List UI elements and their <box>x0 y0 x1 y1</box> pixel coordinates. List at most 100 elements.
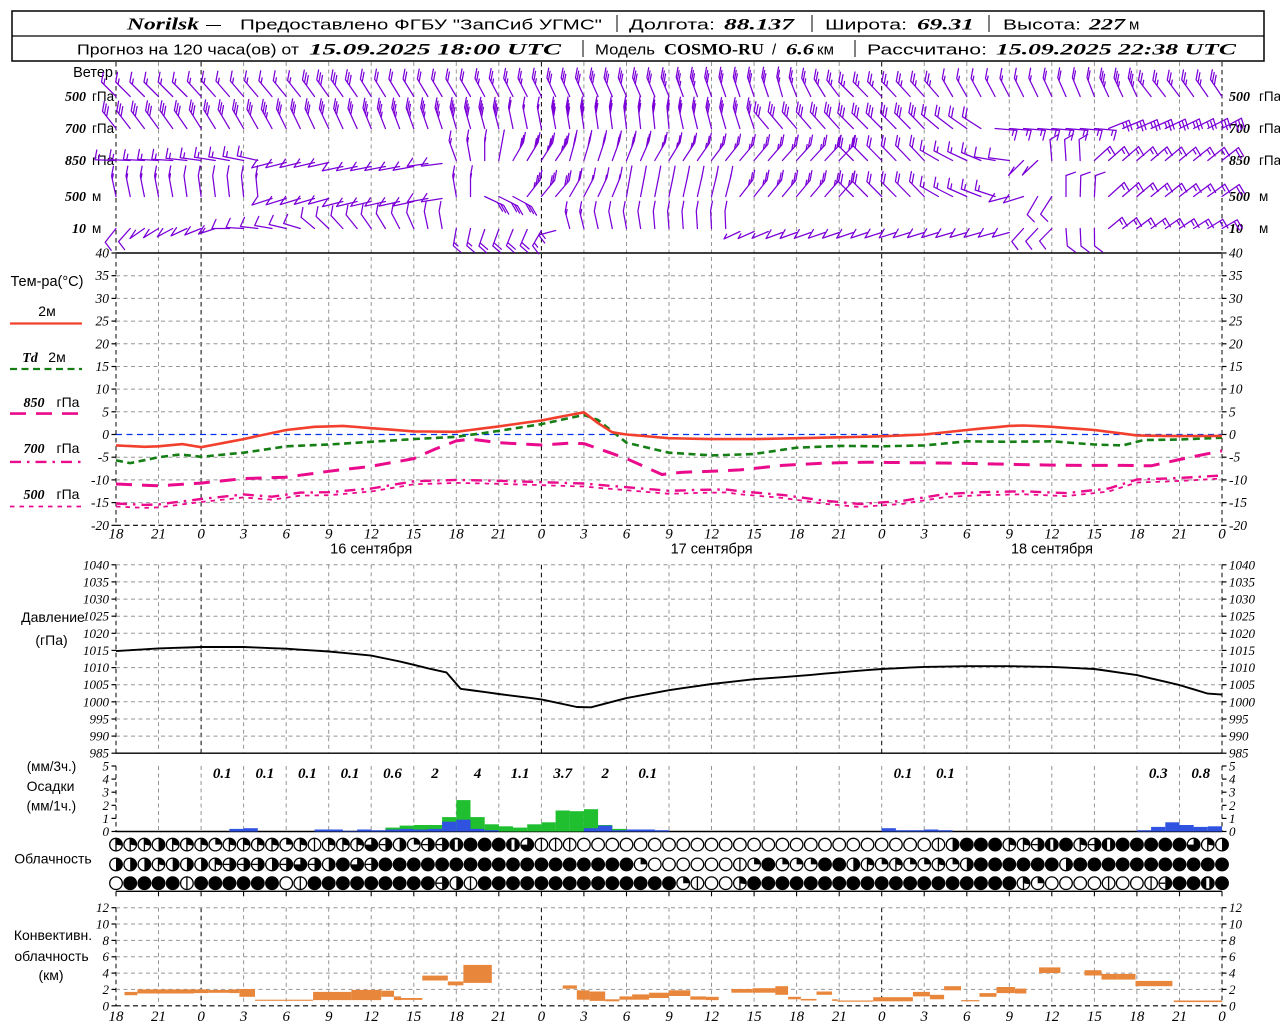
svg-text:COSMO-RU: COSMO-RU <box>664 42 764 59</box>
svg-text:21: 21 <box>151 527 166 543</box>
svg-text:12: 12 <box>96 900 110 915</box>
svg-text:8: 8 <box>103 933 110 948</box>
svg-text:0: 0 <box>1229 824 1236 839</box>
svg-text:850: 850 <box>65 154 86 169</box>
svg-text:Осадки: Осадки <box>27 778 75 794</box>
svg-text:15.09.2025 22:38 UTC: 15.09.2025 22:38 UTC <box>996 42 1237 59</box>
svg-text:6: 6 <box>963 527 971 543</box>
svg-text:700: 700 <box>24 442 45 457</box>
svg-text:9: 9 <box>325 1009 333 1024</box>
svg-text:18: 18 <box>449 527 465 543</box>
svg-text:20: 20 <box>96 336 110 351</box>
svg-text:850: 850 <box>24 396 45 411</box>
svg-text:1015: 1015 <box>1229 643 1256 658</box>
svg-text:(км): (км) <box>38 967 63 983</box>
svg-text:18: 18 <box>1129 527 1145 543</box>
svg-text:0.1: 0.1 <box>256 766 275 782</box>
svg-text:1: 1 <box>103 811 110 826</box>
svg-text:Td: Td <box>22 351 39 366</box>
svg-text:3: 3 <box>102 785 110 800</box>
svg-text:3: 3 <box>919 527 928 543</box>
svg-text:-5: -5 <box>1229 450 1240 465</box>
svg-text:2: 2 <box>103 982 110 997</box>
svg-text:1.1: 1.1 <box>511 766 530 782</box>
svg-text:35: 35 <box>95 268 110 283</box>
svg-text:15: 15 <box>96 359 110 374</box>
svg-text:1030: 1030 <box>83 592 110 607</box>
svg-text:40: 40 <box>96 246 110 261</box>
svg-text:9: 9 <box>665 1009 673 1024</box>
svg-text:м: м <box>92 221 101 236</box>
svg-text:Ветер: Ветер <box>73 65 113 81</box>
svg-text:15: 15 <box>1087 527 1103 543</box>
svg-text:1005: 1005 <box>1229 677 1256 692</box>
svg-text:Тем-ра(°C): Тем-ра(°C) <box>11 274 84 290</box>
svg-text:(мм/1ч.): (мм/1ч.) <box>26 799 76 814</box>
svg-text:1025: 1025 <box>83 609 110 624</box>
svg-text:0: 0 <box>1218 1009 1226 1024</box>
svg-text:0.1: 0.1 <box>298 766 317 782</box>
svg-text:1015: 1015 <box>83 643 110 658</box>
svg-text:985: 985 <box>1229 746 1249 761</box>
svg-text:-10: -10 <box>91 472 109 487</box>
svg-text:227: 227 <box>1088 17 1127 34</box>
svg-text:(мм/3ч.): (мм/3ч.) <box>27 759 77 774</box>
svg-text:500: 500 <box>65 90 86 105</box>
svg-text:0: 0 <box>103 998 110 1013</box>
svg-text:21: 21 <box>1172 527 1187 543</box>
svg-text:5: 5 <box>1229 404 1236 419</box>
svg-text:12: 12 <box>1044 527 1060 543</box>
svg-text:(гПа): (гПа) <box>35 632 67 648</box>
svg-text:0: 0 <box>538 527 546 543</box>
svg-text:12: 12 <box>704 527 720 543</box>
svg-text:Давление: Давление <box>21 609 85 625</box>
svg-text:700: 700 <box>1229 122 1250 137</box>
svg-text:3: 3 <box>579 527 588 543</box>
svg-text:2: 2 <box>1229 798 1236 813</box>
svg-text:1010: 1010 <box>1229 660 1256 675</box>
svg-text:м: м <box>1129 17 1139 34</box>
svg-text:-20: -20 <box>91 518 109 533</box>
svg-text:-15: -15 <box>1229 495 1247 510</box>
svg-text:3: 3 <box>239 527 248 543</box>
svg-text:6: 6 <box>623 527 631 543</box>
svg-text:1035: 1035 <box>1229 574 1256 589</box>
svg-text:18: 18 <box>1129 1009 1145 1024</box>
svg-text:10: 10 <box>1229 222 1243 237</box>
svg-text:6.6: 6.6 <box>786 42 814 59</box>
svg-text:-15: -15 <box>91 495 109 510</box>
svg-text:2: 2 <box>430 766 439 782</box>
svg-text:гПа: гПа <box>57 394 80 410</box>
svg-text:500: 500 <box>65 190 86 205</box>
svg-text:/: / <box>772 42 777 59</box>
svg-text:0.1: 0.1 <box>638 766 657 782</box>
svg-text:35: 35 <box>1228 268 1243 283</box>
svg-text:5: 5 <box>102 404 109 419</box>
svg-text:2: 2 <box>600 766 609 782</box>
svg-text:6: 6 <box>1229 949 1236 964</box>
svg-text:1: 1 <box>1229 811 1236 826</box>
svg-text:м: м <box>92 189 101 204</box>
svg-text:2м: 2м <box>38 303 55 319</box>
svg-text:21: 21 <box>1172 1009 1187 1024</box>
svg-text:12: 12 <box>704 1009 720 1024</box>
svg-text:3: 3 <box>239 1009 248 1024</box>
svg-text:0: 0 <box>197 527 205 543</box>
svg-text:0.1: 0.1 <box>936 766 955 782</box>
svg-text:18 сентября: 18 сентября <box>1011 542 1093 558</box>
svg-text:1030: 1030 <box>1229 592 1256 607</box>
svg-text:30: 30 <box>95 291 110 306</box>
svg-text:0: 0 <box>1229 427 1236 442</box>
svg-text:м: м <box>1259 189 1268 204</box>
svg-text:1040: 1040 <box>83 557 110 572</box>
svg-text:15: 15 <box>406 1009 422 1024</box>
svg-text:12: 12 <box>1044 1009 1060 1024</box>
svg-text:16 сентября: 16 сентября <box>330 542 412 558</box>
svg-text:20: 20 <box>1229 336 1243 351</box>
svg-text:4: 4 <box>103 966 110 981</box>
svg-text:0.1: 0.1 <box>213 766 232 782</box>
svg-text:Широта:: Широта: <box>825 17 907 34</box>
svg-text:995: 995 <box>1229 712 1249 727</box>
svg-text:990: 990 <box>90 729 110 744</box>
svg-text:5: 5 <box>1229 759 1236 774</box>
